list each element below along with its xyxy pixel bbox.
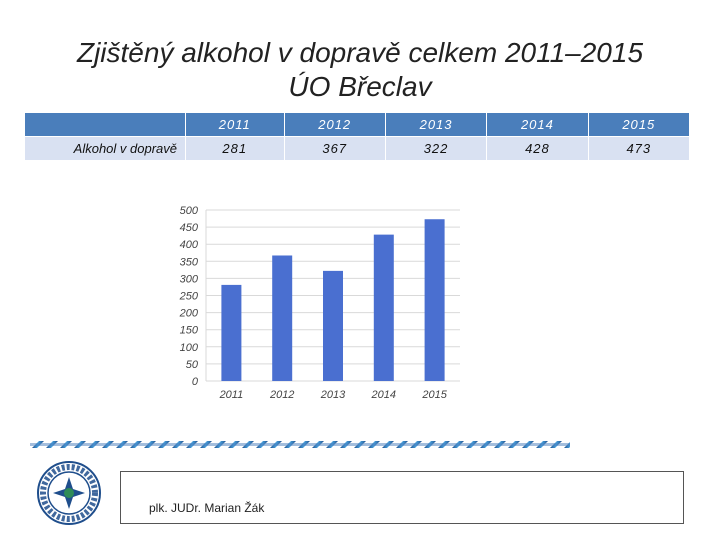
x-tick-label: 2015 bbox=[421, 389, 447, 401]
table-cell-2014: 428 bbox=[486, 136, 589, 161]
y-tick-label: 500 bbox=[180, 205, 199, 217]
table-row: Alkohol v dopravě 281 367 322 428 473 bbox=[24, 136, 691, 161]
table-cell-2013: 322 bbox=[384, 136, 488, 161]
bar-chart-svg: 0 50 100 150 200 250 300 350 400 450 500 2011 2012 20… bbox=[179, 205, 460, 401]
police-emblem-icon bbox=[37, 461, 101, 525]
table-header-row: 2011 2012 2013 2014 2015 bbox=[24, 112, 691, 137]
table-header-2015: 2015 bbox=[587, 112, 691, 137]
bar-chart: 0 50 100 150 200 250 300 350 400 450 500 2011 2012 20… bbox=[160, 198, 470, 412]
data-table: 2011 2012 2013 2014 2015 Alkohol v dopra… bbox=[24, 112, 691, 161]
y-tick-label: 300 bbox=[180, 273, 199, 285]
slide-title: Zjištěný alkohol v dopravě celkem 2011–2… bbox=[40, 36, 680, 104]
table-header-2011: 2011 bbox=[185, 112, 285, 137]
table-header-blank bbox=[24, 112, 186, 137]
slide-title-line1: Zjištěný alkohol v dopravě celkem 2011–2… bbox=[76, 37, 644, 68]
table-cell-2012: 367 bbox=[283, 136, 386, 161]
table-header-2014: 2014 bbox=[486, 112, 589, 137]
decorative-stripe bbox=[30, 441, 570, 448]
table-cell-2015: 473 bbox=[587, 136, 691, 161]
y-tick-label: 350 bbox=[180, 256, 199, 268]
y-tick-label: 450 bbox=[180, 222, 199, 234]
y-tick-label: 250 bbox=[179, 291, 199, 303]
bar bbox=[424, 219, 445, 381]
x-tick-label: 2012 bbox=[269, 389, 294, 401]
footer-box: plk. JUDr. Marian Žák bbox=[120, 471, 684, 524]
y-tick-label: 150 bbox=[180, 325, 199, 337]
y-tick-label: 400 bbox=[180, 239, 199, 251]
x-tick-label: 2011 bbox=[219, 389, 244, 401]
bar bbox=[323, 270, 343, 381]
table-header-2012: 2012 bbox=[283, 112, 386, 137]
bar bbox=[272, 255, 293, 381]
y-tick-label: 100 bbox=[180, 342, 199, 354]
x-tick-label: 2013 bbox=[320, 389, 346, 401]
table-row-label: Alkohol v dopravě bbox=[24, 136, 186, 161]
bar bbox=[373, 234, 394, 381]
slide-title-line2: ÚO Břeclav bbox=[288, 71, 432, 102]
bar bbox=[221, 284, 242, 381]
y-tick-label: 50 bbox=[186, 359, 199, 371]
y-tick-label: 0 bbox=[192, 376, 199, 388]
y-tick-label: 200 bbox=[179, 308, 199, 320]
footer-author: plk. JUDr. Marian Žák bbox=[149, 501, 265, 515]
table-cell-2011: 281 bbox=[185, 136, 285, 161]
x-tick-label: 2014 bbox=[371, 389, 396, 401]
table-header-2013: 2013 bbox=[384, 112, 488, 137]
